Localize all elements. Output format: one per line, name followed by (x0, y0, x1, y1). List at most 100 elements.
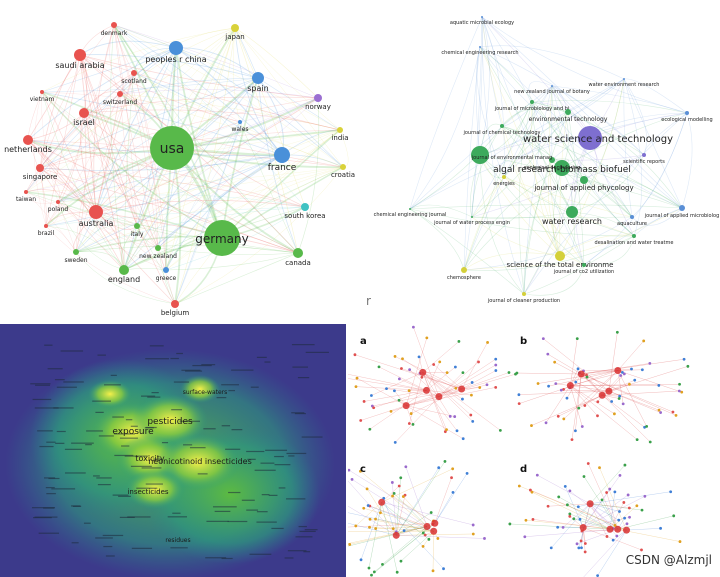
country-node (44, 224, 48, 228)
country-node (119, 265, 129, 275)
country-label: spain (247, 84, 268, 93)
country-label: india (331, 134, 348, 142)
country-node (24, 190, 28, 194)
country-node (252, 72, 264, 84)
journal-label: journal of cleaner production (487, 298, 560, 304)
keyword-label: toxicity (135, 454, 165, 463)
keyword-label: insecticides (127, 488, 168, 496)
journal-node (632, 234, 636, 238)
country-label: italy (131, 231, 144, 238)
subpanel-label: b (520, 336, 527, 347)
country-label: sweden (64, 257, 87, 264)
journal-label: scientific reports (623, 159, 665, 165)
keyword-label: pesticides (147, 417, 193, 427)
journal-label: chemosphere (447, 275, 481, 281)
journal-label: journal of co2 utilization (553, 269, 614, 275)
country-node (204, 220, 240, 256)
keyword-label: surface-waters (183, 389, 228, 396)
country-node (274, 147, 290, 163)
country-label: denmark (101, 30, 128, 37)
journal-label: water research (542, 217, 602, 226)
journal-label: journal of microbiology and bi (494, 106, 570, 112)
journal-node (530, 100, 534, 104)
subnetwork (348, 325, 517, 444)
journal-label: chemical engineering research (441, 50, 518, 56)
country-label: south korea (284, 212, 325, 220)
journal-node (580, 176, 588, 184)
country-node (134, 223, 140, 229)
journal-label: ecological modelling (661, 117, 712, 123)
journal-node (565, 109, 571, 115)
country-node (73, 249, 79, 255)
journal-label: ecological engineering (524, 165, 581, 171)
country-label: netherlands (4, 145, 52, 154)
country-label: croatia (331, 171, 355, 179)
keyword-density-panel: exposure pesticides toxicity neonicotinoid … (0, 324, 346, 577)
journal-node (409, 208, 411, 210)
country-label: wales (231, 126, 248, 133)
journal-label: chemical engineering journal (374, 212, 447, 218)
country-label: israel (73, 118, 95, 127)
country-node (117, 91, 123, 97)
country-node (337, 127, 343, 133)
country-label: brazil (38, 230, 55, 237)
country-label: belgium (161, 309, 190, 317)
country-label: switzerland (103, 99, 138, 106)
subpanel-label: a (360, 336, 367, 347)
journal-node (582, 263, 586, 267)
density-blobs (5, 349, 335, 577)
country-node (231, 24, 239, 32)
country-label: canada (285, 259, 311, 267)
journal-node (471, 146, 489, 164)
journal-label: energies (493, 181, 515, 187)
country-node (314, 94, 322, 102)
country-label: new zealand (139, 253, 177, 260)
subnetwork (348, 460, 486, 577)
journal-node (481, 16, 483, 18)
subnetwork-grid: a b c d (348, 325, 690, 577)
journal-label: journal of applied microbiolog (644, 213, 720, 219)
keyword-label: neonicotinoid insecticides (148, 457, 252, 466)
country-label: usa (160, 141, 185, 157)
journal-node (461, 267, 467, 273)
journal-node (551, 85, 553, 87)
subpanel-label: c (360, 464, 366, 475)
keyword-label: residues (165, 537, 190, 544)
journal-node (471, 216, 473, 218)
country-node (163, 267, 169, 273)
country-label: germany (195, 232, 248, 246)
journal-label: aquaculture (617, 221, 647, 227)
journal-network-panel: water science and technology algal resear… (362, 0, 720, 320)
country-label: scotland (121, 78, 147, 85)
subpanel-label: d (520, 464, 527, 475)
journal-label: science of the total environme (507, 261, 614, 269)
journal-edges (409, 16, 693, 296)
journal-node (554, 160, 570, 176)
keyword-label: exposure (112, 427, 154, 437)
country-label: saudi arabia (55, 61, 104, 70)
journal-node (555, 251, 565, 261)
country-node (40, 90, 44, 94)
country-label: norway (305, 103, 331, 111)
journal-node (623, 78, 625, 80)
watermark: CSDN @Alzmjl (625, 553, 712, 567)
journal-node (630, 215, 634, 219)
country-network-panel: usa germany peoples r china france spain aust… (0, 0, 358, 320)
subnetwork (508, 462, 682, 577)
country-label: australia (79, 219, 114, 228)
country-label: france (268, 163, 297, 173)
journal-label: water science and technology (523, 134, 673, 145)
country-label: taiwan (16, 196, 36, 203)
country-label: england (108, 275, 140, 284)
country-node (111, 22, 117, 28)
country-label: japan (224, 33, 244, 41)
country-label: poland (48, 206, 69, 213)
journal-node (578, 126, 602, 150)
journal-label: journal of environmental manag (471, 155, 552, 161)
journal-label: journal of chemical technology (462, 130, 540, 136)
country-node (340, 164, 346, 170)
journal-label: journal of applied phycology (533, 184, 633, 192)
country-node (23, 135, 33, 145)
journal-label: environmental technology (529, 116, 608, 123)
journal-network-graph: water science and technology algal resear… (374, 16, 720, 304)
